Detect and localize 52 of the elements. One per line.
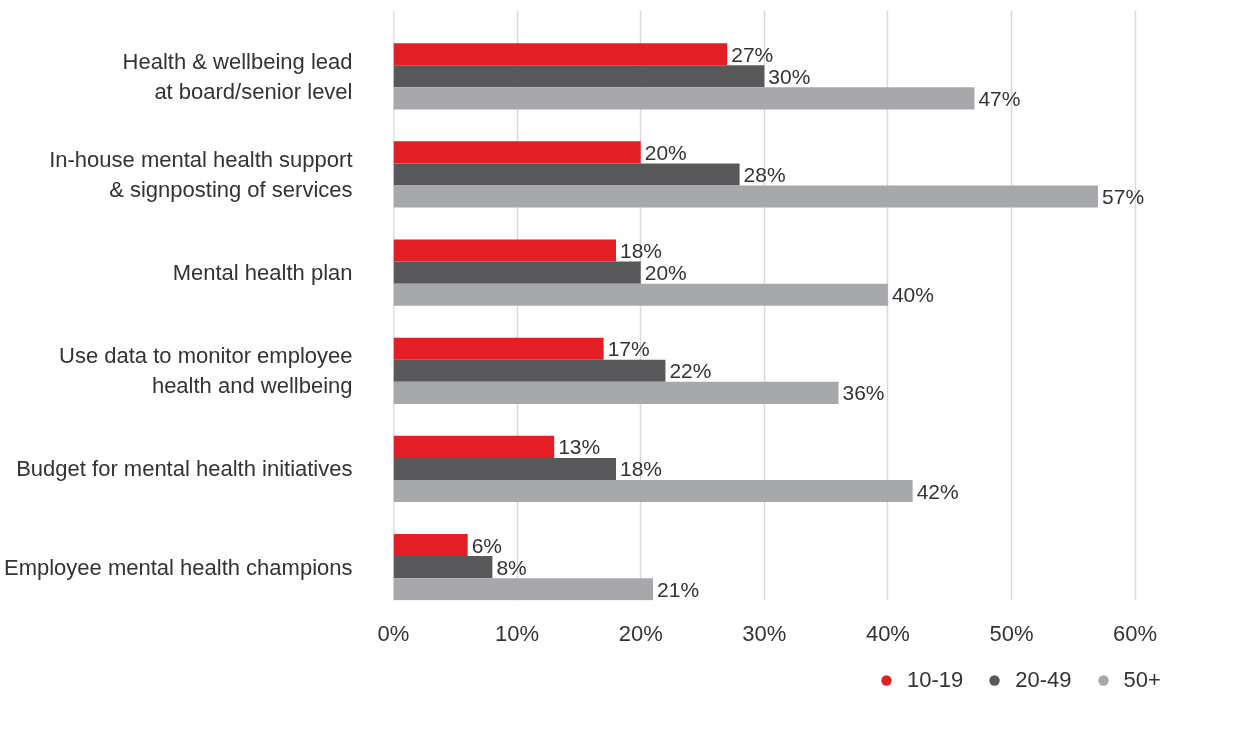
data-label: 57% — [1102, 185, 1145, 209]
bar — [393, 43, 728, 66]
bar — [393, 65, 765, 88]
legend-label: 10-19 — [907, 667, 964, 693]
bar — [393, 141, 641, 164]
data-label: 17% — [607, 337, 650, 361]
data-label: 20% — [644, 140, 687, 164]
bar — [393, 381, 839, 404]
x-tick-label: 20% — [618, 620, 663, 646]
bar — [393, 480, 913, 503]
bar — [393, 283, 888, 306]
bar — [393, 533, 468, 557]
bar — [393, 556, 493, 579]
bar — [393, 163, 740, 186]
bar — [393, 337, 604, 360]
x-tick-label: 30% — [742, 620, 787, 646]
legend-label: 50+ — [1123, 667, 1161, 693]
legend-label: 20-49 — [1015, 667, 1072, 693]
data-label: 13% — [558, 435, 601, 459]
y-tick-label: Mental health plan — [172, 260, 353, 286]
bar — [393, 578, 654, 601]
bar — [393, 239, 616, 262]
data-label: 30% — [768, 64, 811, 88]
y-tick-label: Budget for mental health initiatives — [16, 456, 353, 482]
data-label: 21% — [657, 577, 700, 601]
y-tick-label: In-house mental health support & signposting of services — [49, 146, 353, 202]
x-tick-label: 0% — [377, 620, 410, 646]
y-tick-label: Health & wellbeing lead at board/senior level — [122, 48, 353, 104]
bar — [393, 185, 1099, 208]
data-label: 18% — [619, 239, 663, 263]
y-tick-label: Employee mental health champions — [3, 554, 353, 580]
data-label: 47% — [978, 86, 1021, 110]
data-label: 27% — [731, 42, 774, 66]
bar — [393, 457, 616, 480]
bar — [393, 87, 975, 110]
x-tick-label: 50% — [989, 620, 1034, 646]
data-label: 40% — [891, 283, 934, 307]
y-tick-label: Use data to monitor employee health and wellbeing — [59, 343, 353, 399]
data-label: 6% — [471, 533, 503, 557]
x-tick-label: 60% — [1113, 620, 1158, 646]
bar — [393, 435, 555, 458]
data-label: 36% — [842, 381, 885, 405]
bar — [393, 359, 666, 382]
data-label: 42% — [916, 479, 959, 503]
data-label: 20% — [644, 261, 687, 285]
x-tick-label: 10% — [495, 620, 540, 646]
data-label: 22% — [669, 359, 712, 383]
data-label: 28% — [743, 162, 786, 186]
x-tick-label: 40% — [865, 620, 910, 646]
data-label: 18% — [619, 457, 663, 481]
data-label: 8% — [496, 555, 527, 579]
bar — [393, 261, 641, 284]
